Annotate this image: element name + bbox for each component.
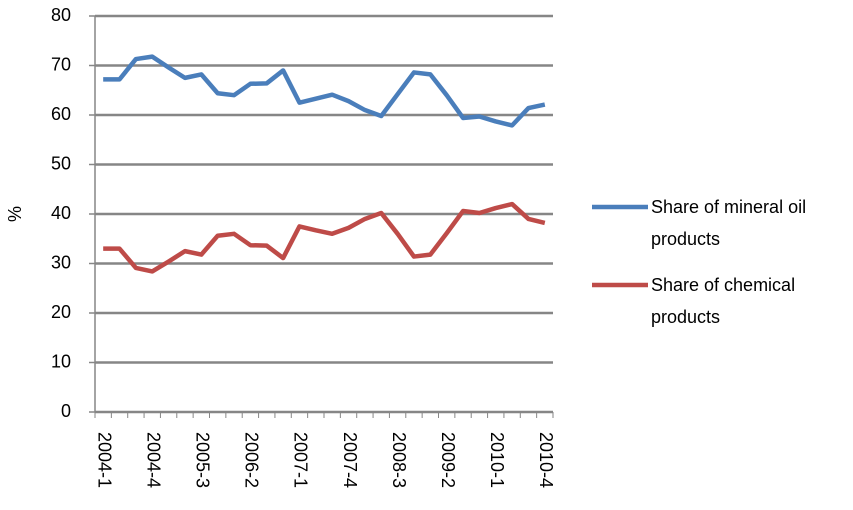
x-tick-label: 2007-4	[340, 432, 360, 488]
series-line	[103, 201, 546, 274]
y-tick-label: 70	[51, 54, 71, 74]
y-tick-label: 10	[51, 351, 71, 371]
x-tick-label: 2005-3	[193, 432, 213, 488]
x-tick-label: 2010-4	[536, 432, 556, 488]
x-tick-label: 2004-4	[144, 432, 164, 488]
legend-label: Share of chemical products	[651, 275, 796, 327]
y-tick-label: 30	[51, 252, 71, 272]
y-tick-label: 20	[51, 302, 71, 322]
y-tick-label: 40	[51, 203, 71, 223]
x-tick-label: 2007-1	[291, 432, 311, 488]
y-axis-label: %	[5, 206, 25, 222]
y-tick-label: 0	[61, 401, 71, 421]
y-tick-label: 60	[51, 104, 71, 124]
x-tick-label: 2006-2	[242, 432, 262, 488]
legend-label: Share of mineral oil products	[651, 197, 807, 249]
y-tick-label: 80	[51, 5, 71, 25]
x-tick-label: 2009-2	[438, 432, 458, 488]
x-tick-label: 2008-3	[389, 432, 409, 488]
y-tick-label: 50	[51, 153, 71, 173]
x-tick-label: 2010-1	[487, 432, 507, 488]
x-tick-label: 2004-1	[94, 432, 114, 488]
series-line	[103, 54, 546, 128]
